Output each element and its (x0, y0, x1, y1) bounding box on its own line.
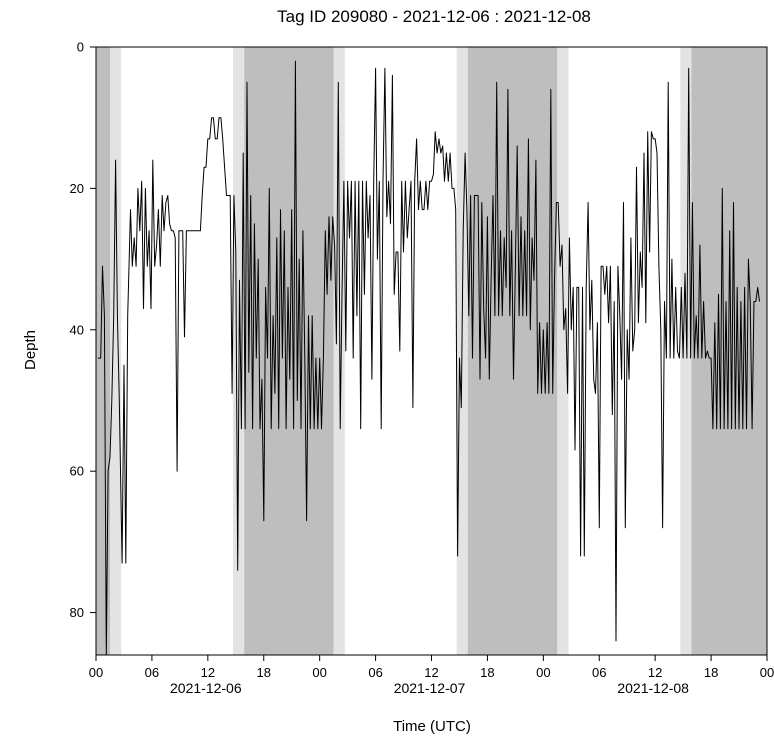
y-axis-label: Depth (22, 330, 39, 370)
x-tick-label-11: 18 (704, 665, 718, 680)
twilight-band-7 (557, 47, 569, 655)
night-band-0 (96, 47, 110, 655)
date-label-0: 2021-12-06 (170, 680, 242, 696)
x-tick-label-5: 06 (368, 665, 382, 680)
night-band-9 (691, 47, 767, 655)
y-tick-label-0: 0 (77, 40, 84, 55)
x-axis-label: Time (UTC) (393, 718, 471, 735)
date-label-2: 2021-12-08 (617, 680, 689, 696)
x-tick-label-7: 18 (480, 665, 494, 680)
depth-line-0 (97, 60, 760, 656)
x-tick-label-10: 12 (648, 665, 662, 680)
x-tick-label-0: 00 (89, 665, 103, 680)
chart-title: Tag ID 209080 - 2021-12-06 : 2021-12-08 (277, 7, 591, 26)
x-tick-label-2: 12 (201, 665, 215, 680)
y-tick-label-1: 20 (70, 181, 84, 196)
date-label-1: 2021-12-07 (394, 680, 466, 696)
twilight-band-4 (333, 47, 345, 655)
x-tick-label-3: 18 (257, 665, 271, 680)
depth-series (97, 60, 760, 656)
axes: 0 20 40 60 80 00 06 12 18 00 06 12 18 00 06 12 18 00 2021-… (70, 40, 774, 697)
x-tick-label-8: 00 (536, 665, 550, 680)
twilight-band-8 (680, 47, 692, 655)
y-tick-label-2: 40 (70, 322, 84, 337)
x-tick-label-9: 06 (592, 665, 606, 680)
x-tick-label-4: 00 (312, 665, 326, 680)
y-tick-label-3: 60 (70, 464, 84, 479)
y-tick-label-4: 80 (70, 605, 84, 620)
x-tick-label-1: 06 (145, 665, 159, 680)
x-tick-label-12: 00 (760, 665, 774, 680)
plot-frame (95, 46, 768, 656)
twilight-band-1 (110, 47, 122, 655)
x-tick-label-6: 12 (424, 665, 438, 680)
